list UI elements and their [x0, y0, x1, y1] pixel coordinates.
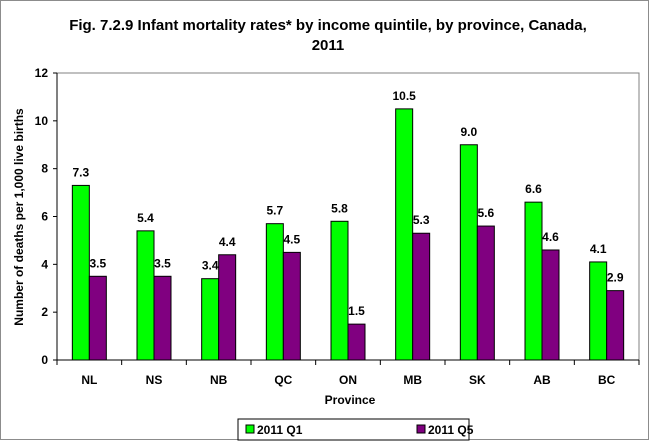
- legend-label-q5: 2011 Q5: [428, 423, 474, 437]
- bar-2011-q1: [136, 230, 155, 361]
- x-tick-label: BC: [598, 373, 616, 387]
- y-tick-label: 8: [41, 162, 48, 176]
- bar-2011-q1: [459, 144, 478, 361]
- bar-2011-q1: [71, 184, 90, 361]
- x-axis: NL NS NB QC ON MB SK AB BC: [56, 359, 640, 387]
- data-label: 9.0: [460, 125, 477, 139]
- bar-2011-q1: [589, 261, 608, 361]
- bar-2011-q5: [606, 290, 625, 361]
- data-label: 5.3: [413, 213, 430, 227]
- x-tick-label: AB: [533, 373, 551, 387]
- data-label: 1.5: [348, 304, 365, 318]
- legend-label-q1: 2011 Q1: [257, 423, 303, 437]
- legend: 2011 Q1 2011 Q5: [237, 418, 474, 441]
- chart-title-line2: 2011: [312, 37, 345, 54]
- bar-2011-q5: [88, 275, 107, 361]
- y-tick-label: 0: [41, 353, 48, 367]
- data-label: 5.7: [266, 204, 283, 218]
- bar-2011-q5: [412, 232, 431, 361]
- data-label: 2.9: [607, 271, 624, 285]
- data-label: 10.5: [392, 89, 416, 103]
- y-tick-label: 12: [35, 66, 49, 80]
- y-axis: 0 2 4 6 8 10 12: [35, 66, 58, 367]
- bar-2011-q5: [153, 275, 172, 361]
- data-label: 3.5: [89, 256, 106, 270]
- bar-2011-q5: [218, 254, 237, 361]
- x-tick-label: NB: [210, 373, 228, 387]
- chart-title-line1: Fig. 7.2.9 Infant mortality rates* by in…: [69, 17, 587, 34]
- bar-2011-q1: [524, 201, 543, 361]
- bar-2011-q1: [201, 278, 220, 361]
- x-tick-label: MB: [403, 373, 422, 387]
- y-tick-label: 4: [41, 257, 48, 271]
- y-tick-label: 6: [41, 210, 48, 224]
- data-label: 3.4: [202, 259, 219, 273]
- x-tick-label: QC: [274, 373, 292, 387]
- x-tick-label: SK: [469, 373, 486, 387]
- data-label: 4.1: [590, 242, 607, 256]
- data-label: 5.8: [331, 201, 348, 215]
- data-label: 4.6: [542, 230, 559, 244]
- y-tick-label: 2: [41, 305, 48, 319]
- bar-2011-q1: [265, 223, 284, 361]
- bar-2011-q5: [282, 251, 301, 361]
- data-label: 4.5: [283, 232, 300, 246]
- data-label: 7.3: [72, 165, 89, 179]
- x-axis-title: Province: [325, 393, 376, 407]
- y-axis-title: Number of deaths per 1,000 live births: [12, 108, 26, 326]
- x-tick-label: ON: [339, 373, 357, 387]
- y-tick-label: 10: [35, 114, 49, 128]
- bar-2011-q1: [395, 108, 414, 361]
- data-label: 6.6: [525, 182, 542, 196]
- bars: [71, 108, 625, 361]
- data-label: 3.5: [154, 256, 171, 270]
- bar-2011-q5: [476, 225, 495, 361]
- data-labels: 7.3 3.5 5.4 3.5 3.44.4 5.74.5 5.8 1.5 10.5 5.3 9.0…: [72, 89, 623, 318]
- x-tick-label: NS: [146, 373, 163, 387]
- data-label: 5.6: [477, 206, 494, 220]
- legend-swatch-q1: [245, 424, 255, 434]
- data-label: 5.4: [137, 211, 154, 225]
- bar-2011-q5: [347, 323, 366, 361]
- legend-swatch-q5: [416, 424, 426, 434]
- bar-2011-q1: [330, 220, 349, 361]
- data-label: 4.4: [219, 235, 236, 249]
- bar-2011-q5: [541, 249, 560, 361]
- x-tick-label: NL: [81, 373, 97, 387]
